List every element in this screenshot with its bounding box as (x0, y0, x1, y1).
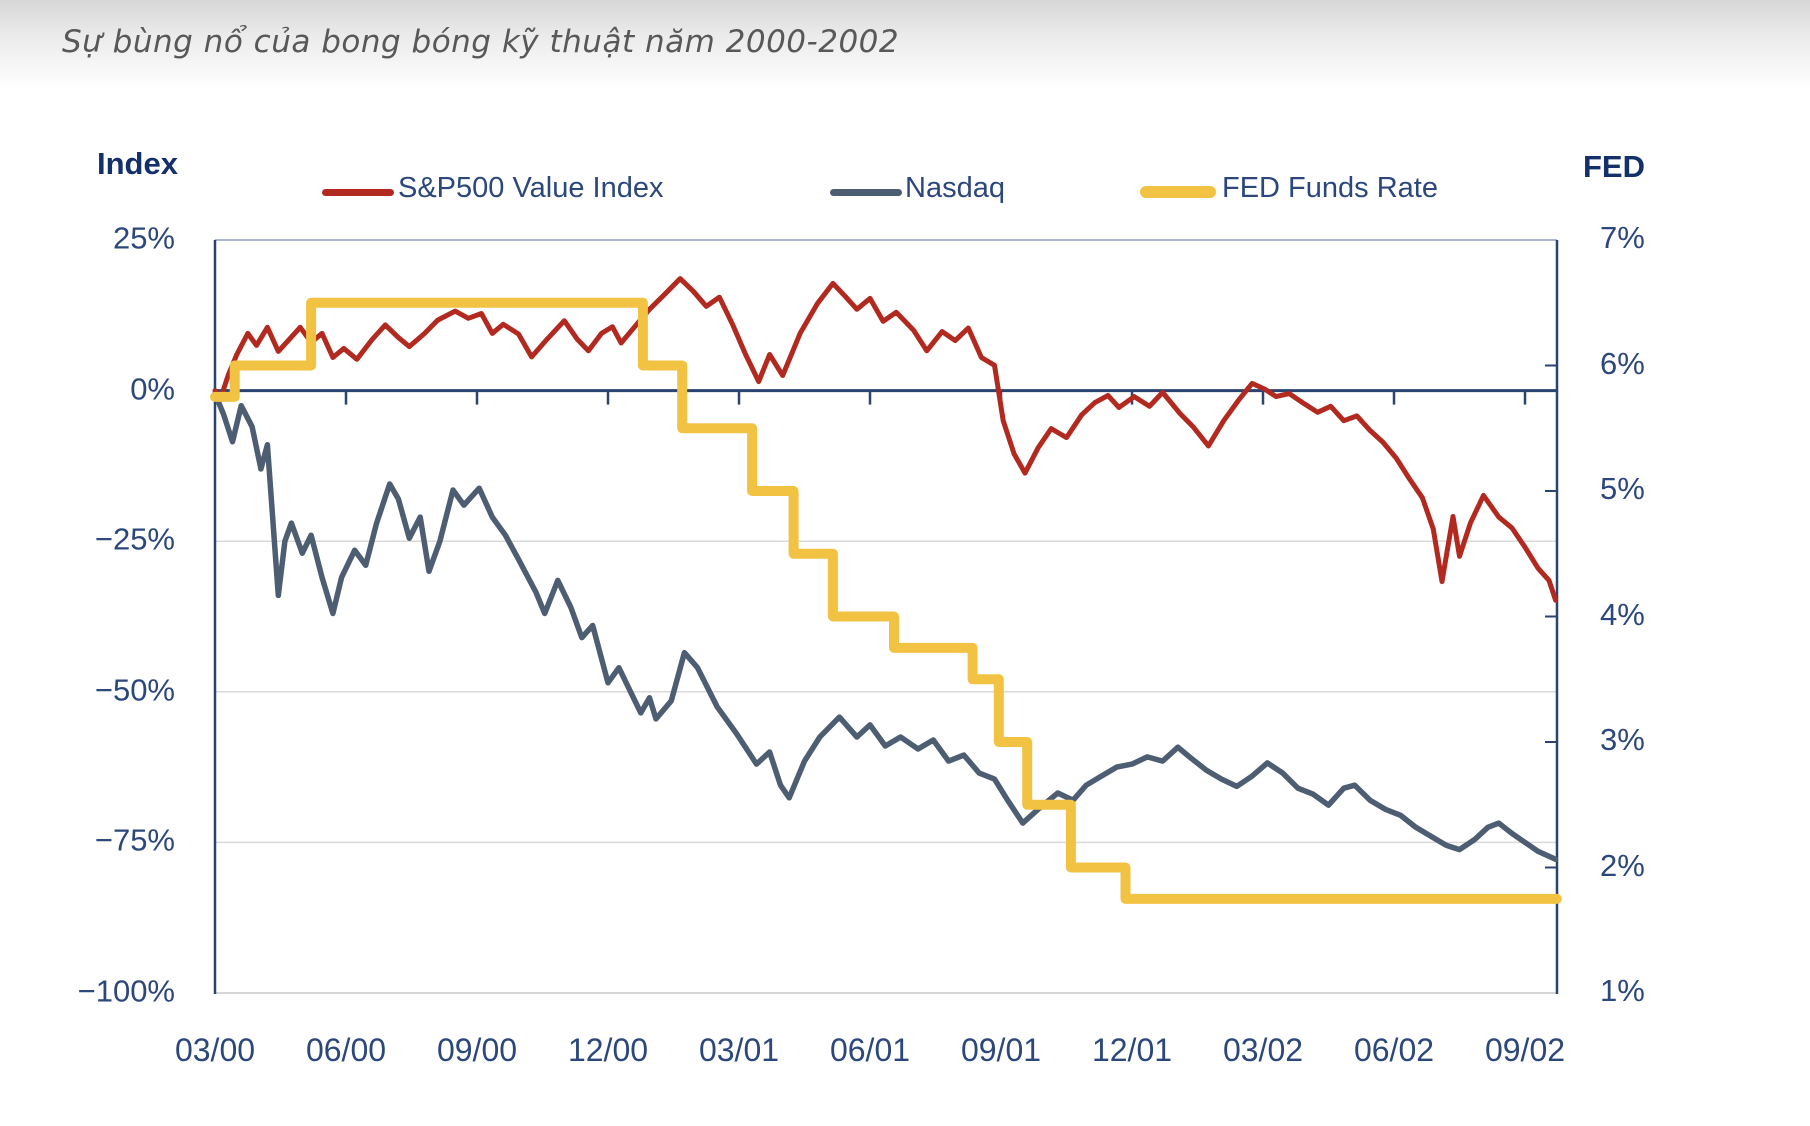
series-line-fed-funds-rate (210, 297, 1562, 904)
series-line-s-p500-value-index (212, 276, 1559, 603)
left-tick-label-0: 0% (130, 371, 175, 407)
x-label-09-01: 09/01 (960, 1032, 1042, 1068)
right-axis-title: FED (1583, 149, 1645, 184)
series-line-nasdaq (212, 390, 1559, 863)
right-tick-label-2: 2% (1600, 847, 1645, 883)
right-tick-label-4: 4% (1600, 596, 1645, 632)
right-tick-label-1: 1% (1600, 972, 1645, 1008)
right-tick-label-5: 5% (1600, 470, 1645, 506)
left-tick-label--25: −25% (94, 521, 175, 557)
x-label-06-00: 06/00 (305, 1032, 387, 1068)
x-label-03-02: 03/02 (1222, 1032, 1304, 1068)
nasdaq-line-swatch-icon (830, 188, 902, 196)
x-label-06-02: 06/02 (1353, 1032, 1435, 1068)
x-label-03-01: 03/01 (698, 1032, 780, 1068)
legend-label-sp500: S&P500 Value Index (398, 172, 664, 204)
x-label-09-00: 09/00 (436, 1032, 518, 1068)
legend-label-nasdaq: Nasdaq (905, 172, 1005, 204)
right-tick-label-7: 7% (1600, 219, 1645, 255)
x-label-09-02: 09/02 (1484, 1032, 1566, 1068)
legend-label-fed: FED Funds Rate (1222, 172, 1438, 204)
sp500-line-swatch-icon (322, 188, 394, 196)
right-tick-label-6: 6% (1600, 345, 1645, 381)
page-title: Sự bùng nổ của bong bóng kỹ thuật năm 20… (62, 24, 900, 60)
left-tick-label--100: −100% (77, 973, 175, 1009)
x-label-12-01: 12/01 (1091, 1032, 1173, 1068)
x-label-06-01: 06/01 (829, 1032, 911, 1068)
left-tick-label--50: −50% (94, 672, 175, 708)
x-label-03-00: 03/00 (174, 1032, 256, 1068)
top-gradient-band (0, 0, 1810, 92)
x-label-12-00: 12/00 (567, 1032, 649, 1068)
fed-line-swatch-icon (1140, 186, 1216, 198)
left-tick-label--75: −75% (94, 822, 175, 858)
left-tick-label-25: 25% (112, 220, 175, 256)
left-axis-title: Index (97, 146, 178, 181)
right-tick-label-3: 3% (1600, 721, 1645, 757)
